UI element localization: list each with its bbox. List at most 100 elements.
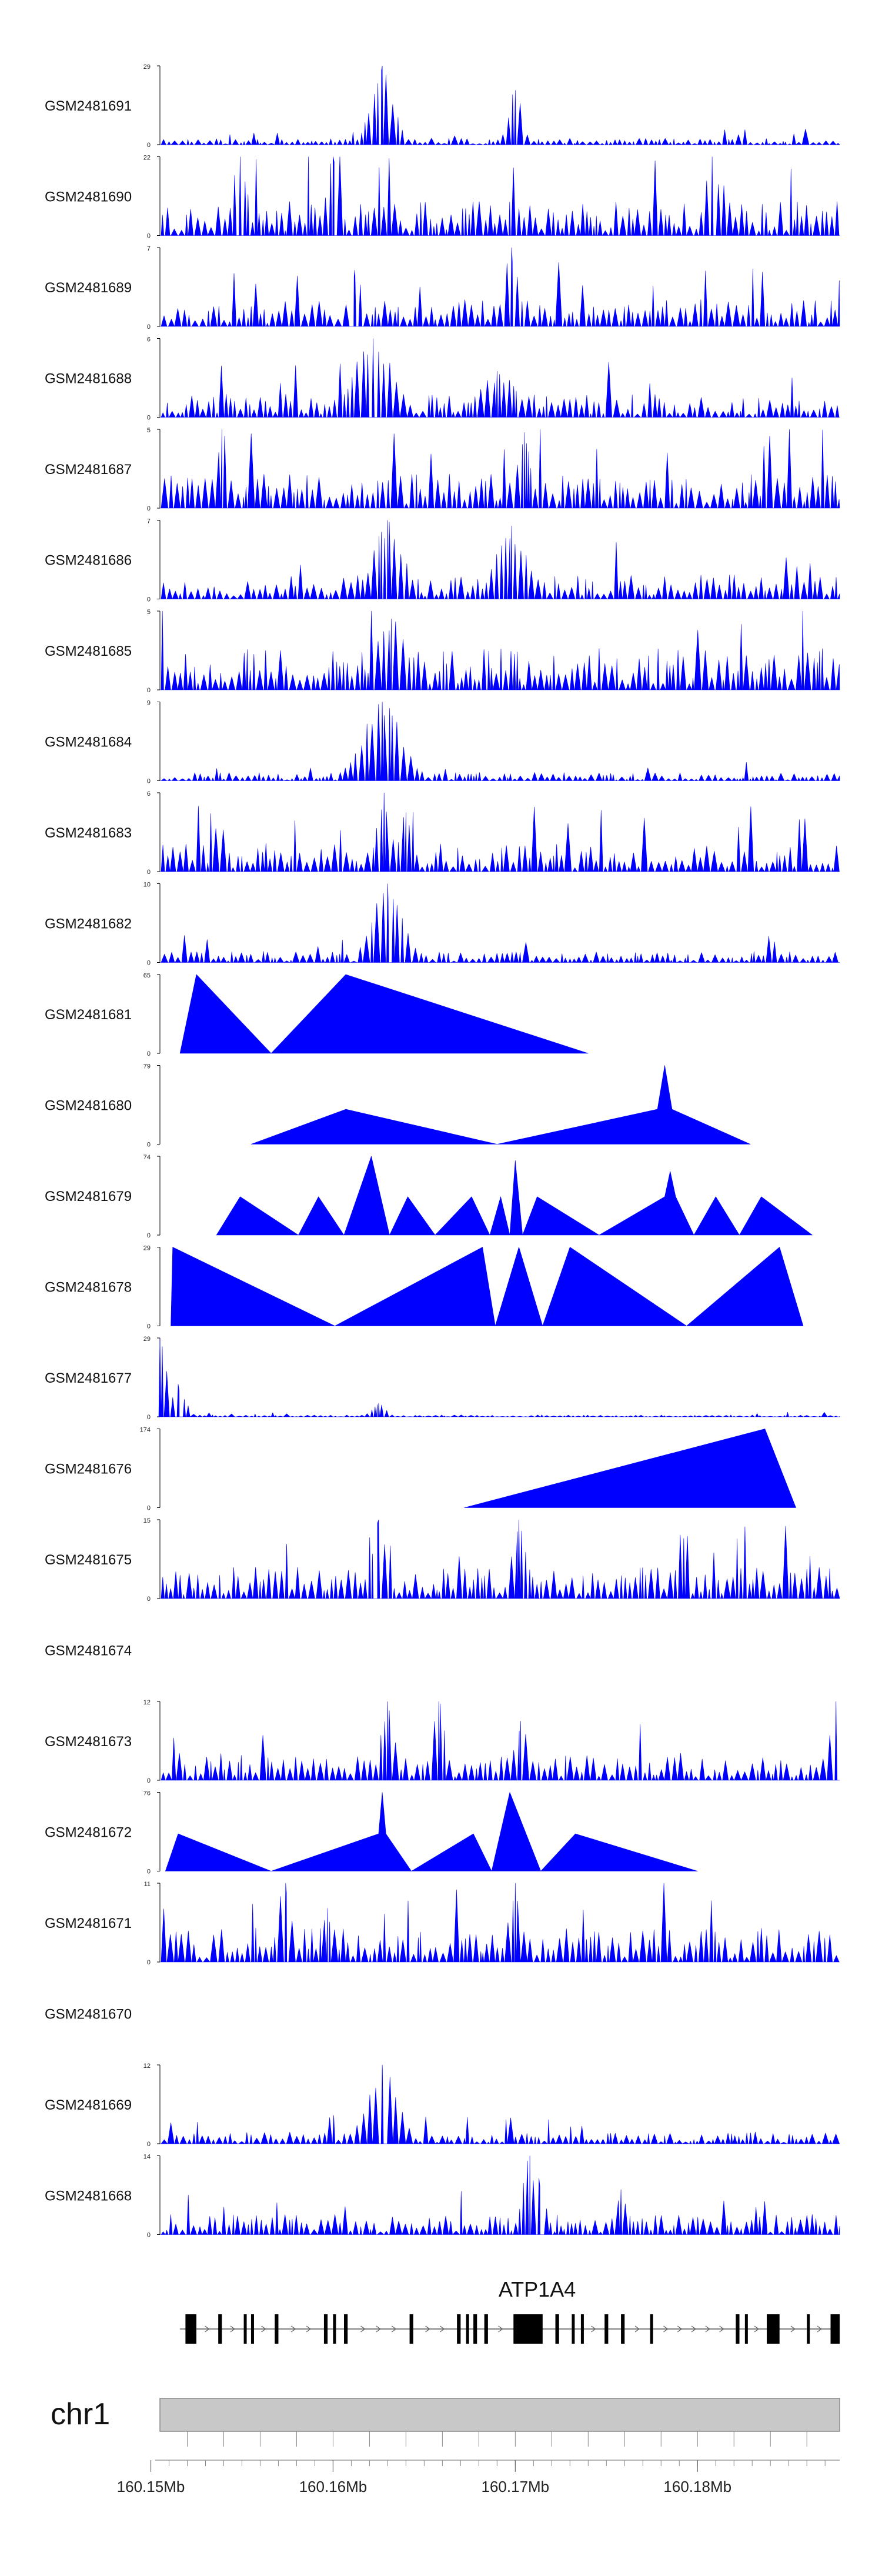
track-name-label: GSM2481688: [45, 371, 132, 387]
coverage-area: [171, 1247, 804, 1326]
coverage-area: [159, 883, 840, 963]
track-GSM2481671: GSM2481671 11 0: [45, 1881, 840, 1966]
track-name-label: GSM2481669: [45, 2097, 132, 2113]
strand-arrow: [591, 2325, 596, 2333]
y-max-label: 5: [147, 427, 151, 434]
exon: [333, 2314, 336, 2344]
coverage-area: [159, 429, 840, 509]
coverage-area: [159, 1883, 840, 1963]
strand-arrow: [290, 2325, 296, 2333]
strand-arrow: [360, 2325, 366, 2333]
strand-arrow: [691, 2325, 697, 2333]
track-GSM2481684: GSM2481684 9 0: [45, 700, 840, 785]
track-name-label: GSM2481687: [45, 462, 132, 478]
y-max-label: 10: [143, 882, 151, 889]
track-name-label: GSM2481672: [45, 1825, 132, 1841]
y-min-label: 0: [147, 2141, 151, 2148]
coverage-area: [159, 1519, 840, 1599]
track-name-label: GSM2481685: [45, 643, 132, 659]
y-max-label: 9: [147, 700, 151, 707]
track-name-label: GSM2481690: [45, 189, 132, 205]
track-GSM2481683: GSM2481683 6 0: [45, 790, 840, 876]
coverage-area: [165, 1792, 698, 1871]
coverage-area: [159, 2064, 840, 2144]
exon: [830, 2314, 840, 2344]
y-max-label: 14: [143, 2154, 151, 2161]
exon: [250, 2314, 254, 2344]
track-GSM2481670: GSM2481670: [45, 2007, 132, 2023]
y-min-label: 0: [147, 2232, 151, 2239]
track-name-label: GSM2481691: [45, 98, 132, 114]
track-name-label: GSM2481683: [45, 825, 132, 841]
y-max-label: 79: [143, 1063, 151, 1070]
track-name-label: GSM2481671: [45, 1916, 132, 1931]
track-name-label: GSM2481670: [45, 2007, 132, 2023]
strand-arrow: [790, 2325, 796, 2333]
y-min-label: 0: [147, 960, 151, 967]
strand-arrow: [498, 2325, 503, 2333]
strand-arrow: [634, 2325, 640, 2333]
track-GSM2481687: GSM2481687 5 0: [45, 427, 840, 512]
exon: [807, 2314, 810, 2344]
gene-label: ATP1A4: [499, 2277, 576, 2301]
chromosome-ticks: [186, 2431, 807, 2447]
coverage-area: [464, 1429, 796, 1508]
track-GSM2481688: GSM2481688 6 0: [45, 336, 840, 422]
coverage-area: [216, 1156, 813, 1236]
coverage-area: [159, 65, 840, 145]
coverage-area: [159, 520, 840, 599]
track-GSM2481676: GSM2481676 174 0: [45, 1427, 796, 1512]
y-min-label: 0: [147, 142, 151, 149]
track-name-label: GSM2481676: [45, 1461, 132, 1477]
exon: [621, 2314, 625, 2344]
track-name-label: GSM2481679: [45, 1189, 132, 1204]
track-GSM2481686: GSM2481686 7 0: [45, 518, 840, 603]
track-GSM2481672: GSM2481672 76 0: [45, 1790, 698, 1876]
y-min-label: 0: [147, 1959, 151, 1966]
exon: [650, 2314, 653, 2344]
exon: [736, 2314, 740, 2344]
y-max-label: 174: [140, 1427, 151, 1434]
y-max-label: 22: [143, 155, 151, 162]
y-min-label: 0: [147, 869, 151, 876]
strand-arrow: [439, 2325, 445, 2333]
y-max-label: 12: [143, 2063, 151, 2070]
chromosome-region-bar: [159, 2398, 840, 2432]
track-GSM2481689: GSM2481689 7 0: [45, 245, 840, 331]
exon: [473, 2314, 477, 2344]
strand-arrow: [663, 2325, 669, 2333]
y-min-label: 0: [147, 1323, 151, 1330]
y-min-label: 0: [147, 233, 151, 240]
chromosome-ideogram: chr1: [51, 2397, 840, 2447]
track-GSM2481690: GSM2481690 22 0: [45, 155, 840, 240]
track-name-label: GSM2481673: [45, 1734, 132, 1750]
y-max-label: 11: [144, 1881, 151, 1888]
y-max-label: 65: [143, 972, 151, 979]
y-min-label: 0: [147, 778, 151, 785]
coverage-area: [159, 247, 840, 327]
y-max-label: 12: [143, 1699, 151, 1706]
coverage-area: [250, 1065, 751, 1144]
y-max-label: 29: [143, 1245, 151, 1252]
exon: [484, 2314, 488, 2344]
track-GSM2481674: GSM2481674: [45, 1643, 132, 1659]
axis-tick-label: 160.16Mb: [299, 2478, 368, 2495]
y-max-label: 15: [143, 1517, 151, 1524]
coverage-area: [159, 610, 840, 690]
y-max-label: 5: [147, 609, 151, 616]
y-min-label: 0: [147, 415, 151, 422]
exon: [572, 2314, 575, 2344]
coverage-area: [159, 156, 840, 236]
y-max-label: 74: [143, 1154, 151, 1161]
coverage-area: [158, 1337, 840, 1417]
y-min-label: 0: [147, 1232, 151, 1239]
exon: [275, 2314, 279, 2344]
y-max-label: 6: [147, 790, 151, 798]
track-GSM2481680: GSM2481680 79 0: [45, 1063, 751, 1149]
exon: [185, 2314, 196, 2344]
exon: [243, 2314, 247, 2344]
exon: [744, 2314, 748, 2344]
y-max-label: 76: [143, 1790, 151, 1797]
coverage-area: [159, 338, 840, 418]
y-max-label: 29: [143, 1336, 151, 1343]
